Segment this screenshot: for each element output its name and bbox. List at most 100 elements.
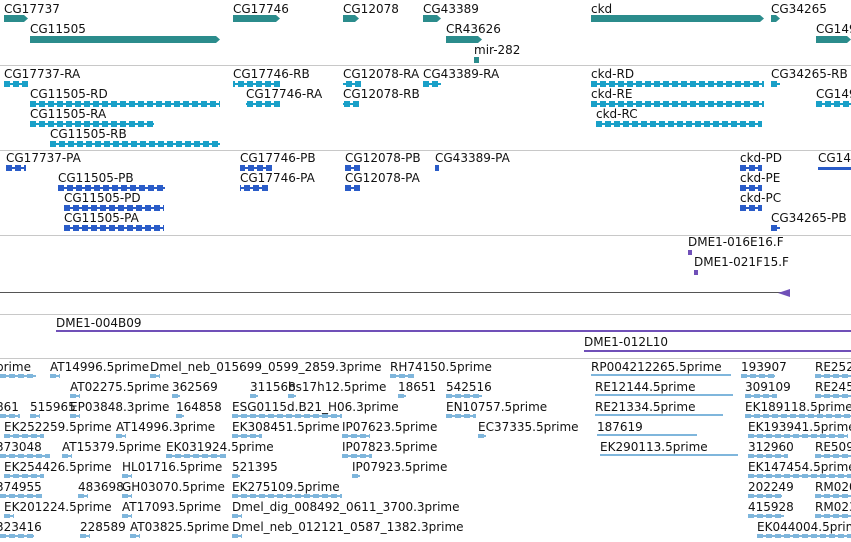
est-feature-glyph[interactable] xyxy=(50,374,60,378)
feature-label[interactable]: CG11505-PB xyxy=(58,171,134,185)
feature-label[interactable]: AT14996.3prime xyxy=(116,420,216,434)
proteins-feature-glyph[interactable] xyxy=(64,205,164,211)
feature-label[interactable]: CG17746-RA xyxy=(246,87,323,101)
est-feature-glyph[interactable] xyxy=(815,394,851,398)
est-feature-glyph[interactable] xyxy=(232,514,242,518)
feature-label[interactable]: 373048 xyxy=(0,440,42,454)
proteins-feature-glyph[interactable] xyxy=(771,225,780,231)
est-feature-glyph[interactable] xyxy=(250,394,258,398)
est-feature-glyph[interactable] xyxy=(0,374,36,378)
proteins-feature-glyph[interactable] xyxy=(818,167,851,170)
feature-label[interactable]: ckd-RE xyxy=(591,87,633,101)
feature-label[interactable]: 515965 xyxy=(30,400,76,414)
feature-label[interactable]: ESG0115d.B21_H06.3prime xyxy=(232,400,399,414)
proteins-feature-glyph[interactable] xyxy=(64,225,164,231)
feature-label[interactable]: CG17746 xyxy=(233,2,289,16)
transcripts-feature-glyph[interactable] xyxy=(591,81,764,87)
est-feature-glyph[interactable] xyxy=(80,534,90,538)
est-feature-glyph[interactable] xyxy=(815,514,851,518)
feature-label[interactable]: EK254426.5prime xyxy=(4,460,112,474)
feature-label[interactable]: CG149 xyxy=(816,22,851,36)
feature-label[interactable]: EN10757.5prime xyxy=(446,400,548,414)
feature-label[interactable]: EK308451.5prime xyxy=(232,420,340,434)
feature-label[interactable]: EK201224.5prime xyxy=(4,500,112,514)
proteins-feature-glyph[interactable] xyxy=(740,185,762,191)
est-feature-glyph[interactable] xyxy=(757,534,851,538)
feature-label[interactable]: CG17746-PB xyxy=(240,151,316,165)
est-feature-glyph[interactable] xyxy=(398,394,406,398)
proteins-feature-glyph[interactable] xyxy=(345,185,360,191)
feature-label[interactable]: DME1-012L10 xyxy=(584,335,668,349)
est-feature-glyph[interactable] xyxy=(4,474,44,478)
transcripts-feature-glyph[interactable] xyxy=(423,81,441,87)
feature-label[interactable]: EK290113.5prime xyxy=(600,440,708,454)
est-feature-glyph[interactable] xyxy=(815,374,851,378)
est-feature-glyph[interactable] xyxy=(741,374,775,378)
est-feature-glyph[interactable] xyxy=(748,514,784,518)
feature-label[interactable]: CG34265-RB xyxy=(771,67,848,81)
est-feature-glyph[interactable] xyxy=(232,414,342,418)
feature-label[interactable]: 164858 xyxy=(176,400,222,414)
feature-label[interactable]: EK031924.5prime xyxy=(166,440,274,454)
feature-label[interactable]: 483698 xyxy=(78,480,124,494)
est-feature-glyph[interactable] xyxy=(342,454,372,458)
feature-label[interactable]: ckd-PC xyxy=(740,191,782,205)
feature-label[interactable]: AT03825.5prime xyxy=(130,520,230,534)
feature-label[interactable]: mir-282 xyxy=(474,43,521,57)
feature-label[interactable]: RP004212265.5prime xyxy=(591,360,722,374)
feature-label[interactable]: EK252259.5prime xyxy=(4,420,112,434)
proteins-feature-glyph[interactable] xyxy=(345,165,360,171)
feature-label[interactable]: HL01716.5prime xyxy=(122,460,223,474)
est-feature-glyph[interactable] xyxy=(70,414,80,418)
feature-label[interactable]: 415928 xyxy=(748,500,794,514)
transcripts-feature-glyph[interactable] xyxy=(771,81,780,87)
est-feature-glyph[interactable] xyxy=(62,454,72,458)
genes-feature-glyph[interactable] xyxy=(474,57,479,63)
feature-label[interactable]: 312960 xyxy=(748,440,794,454)
est-feature-glyph[interactable] xyxy=(122,514,132,518)
feature-label[interactable]: CG43389 xyxy=(423,2,479,16)
feature-label[interactable]: ckd-PE xyxy=(740,171,781,185)
feature-label[interactable]: ckd-PD xyxy=(740,151,782,165)
est-feature-glyph[interactable] xyxy=(0,534,34,538)
est-feature-glyph[interactable] xyxy=(595,414,723,416)
est-feature-glyph[interactable] xyxy=(748,454,788,458)
feature-label[interactable]: RH74150.5prime xyxy=(390,360,492,374)
feature-label[interactable]: EK275109.5prime xyxy=(232,480,340,494)
est-feature-glyph[interactable] xyxy=(176,414,184,418)
feature-label[interactable]: prime xyxy=(0,360,31,374)
feature-label[interactable]: ckd-RD xyxy=(591,67,635,81)
est-feature-glyph[interactable] xyxy=(70,394,80,398)
feature-label[interactable]: 228589 xyxy=(80,520,126,534)
feature-label[interactable]: EK044004.5prime xyxy=(757,520,851,534)
feature-label[interactable]: CG43389-RA xyxy=(423,67,500,81)
est-feature-glyph[interactable] xyxy=(232,474,240,478)
feature-label[interactable]: CG149 xyxy=(816,87,851,101)
est-feature-glyph[interactable] xyxy=(150,374,160,378)
feature-label[interactable]: RE245 xyxy=(815,380,851,394)
feature-label[interactable]: IP07923.5prime xyxy=(352,460,448,474)
est-feature-glyph[interactable] xyxy=(446,394,482,398)
feature-label[interactable]: CG17737 xyxy=(4,2,60,16)
feature-label[interactable]: 202249 xyxy=(748,480,794,494)
est-feature-glyph[interactable] xyxy=(116,434,126,438)
est-feature-glyph[interactable] xyxy=(4,514,14,518)
feature-label[interactable]: Dmel_neb_012121_0587_1382.3prime xyxy=(232,520,464,534)
genes-feature-glyph[interactable] xyxy=(4,15,28,22)
feature-label[interactable]: RM020 xyxy=(815,480,851,494)
feature-label[interactable]: RE252 xyxy=(815,360,851,374)
proteins-feature-glyph[interactable] xyxy=(435,165,439,171)
feature-label[interactable]: CG11505-PD xyxy=(64,191,141,205)
transcripts-feature-glyph[interactable] xyxy=(4,81,28,87)
feature-label[interactable]: AT15379.5prime xyxy=(62,440,162,454)
est-feature-glyph[interactable] xyxy=(591,374,731,376)
feature-label[interactable]: CG12078-PB xyxy=(345,151,421,165)
feature-label[interactable]: Dmel_neb_015699_0599_2859.3prime xyxy=(150,360,382,374)
feature-label[interactable]: CG12078 xyxy=(343,2,399,16)
est-feature-glyph[interactable] xyxy=(748,434,848,438)
est-feature-glyph[interactable] xyxy=(232,434,262,438)
feature-label[interactable]: 521395 xyxy=(232,460,278,474)
bac-clones-feature-glyph[interactable] xyxy=(688,250,692,255)
est-feature-glyph[interactable] xyxy=(0,454,50,458)
feature-label[interactable]: CG17746-RB xyxy=(233,67,310,81)
